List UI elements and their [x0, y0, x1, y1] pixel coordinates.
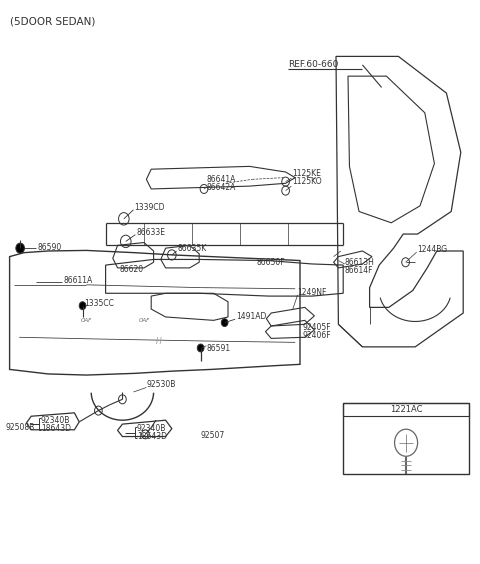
Text: 92508B: 92508B: [6, 423, 35, 432]
Circle shape: [221, 319, 228, 327]
Text: H: H: [156, 337, 161, 346]
Text: 92340B: 92340B: [137, 424, 166, 433]
Text: 18643D: 18643D: [137, 432, 167, 441]
Circle shape: [79, 302, 86, 310]
Text: 1125KO: 1125KO: [292, 177, 322, 186]
Text: 1244BG: 1244BG: [418, 245, 448, 254]
Text: 92530B: 92530B: [146, 380, 176, 389]
Text: 1339CD: 1339CD: [134, 203, 165, 212]
Text: 92406F: 92406F: [302, 331, 331, 340]
Text: OAF: OAF: [81, 318, 92, 323]
Bar: [343, 403, 469, 474]
Text: 86620: 86620: [119, 265, 143, 274]
Text: 1335CC: 1335CC: [84, 299, 114, 308]
Bar: [343, 403, 469, 416]
Text: 92507: 92507: [201, 431, 225, 440]
Text: 92340B: 92340B: [41, 416, 70, 425]
Text: REF.60-660: REF.60-660: [288, 60, 338, 69]
Text: 1125KE: 1125KE: [292, 169, 321, 178]
Text: 86590: 86590: [37, 243, 62, 252]
Text: 86591: 86591: [206, 344, 230, 353]
Circle shape: [197, 344, 204, 352]
Text: OAF: OAF: [138, 318, 150, 323]
Text: 86650F: 86650F: [257, 258, 286, 267]
Text: (5DOOR SEDAN): (5DOOR SEDAN): [10, 16, 95, 27]
Text: 86613H: 86613H: [345, 258, 374, 267]
Text: 86611A: 86611A: [64, 276, 93, 285]
Circle shape: [16, 243, 24, 253]
Text: 86641A: 86641A: [206, 175, 236, 184]
Text: 92405F: 92405F: [302, 323, 331, 332]
Text: 1249NF: 1249NF: [298, 288, 327, 297]
Text: 86642A: 86642A: [206, 183, 236, 192]
Text: 18643D: 18643D: [41, 424, 71, 433]
Text: 1491AD: 1491AD: [236, 312, 266, 321]
Text: 1221AC: 1221AC: [390, 405, 422, 414]
Text: 86614F: 86614F: [345, 266, 373, 275]
Text: 86635K: 86635K: [178, 244, 207, 253]
Text: 86633E: 86633E: [137, 228, 166, 237]
